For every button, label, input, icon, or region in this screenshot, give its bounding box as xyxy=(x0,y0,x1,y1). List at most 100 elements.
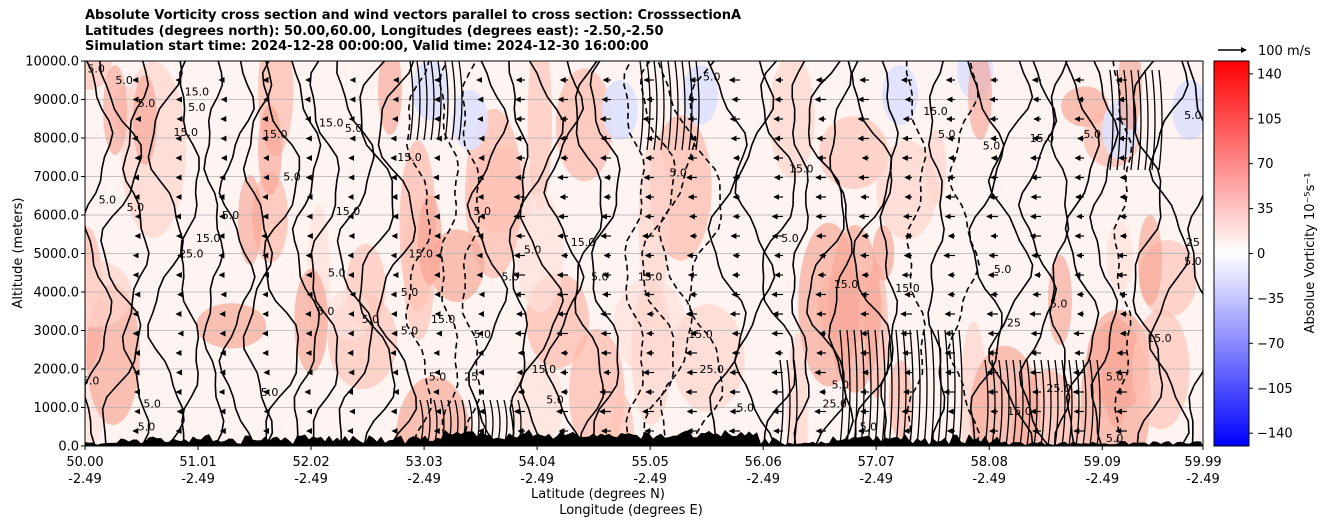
y-tick-label: 4000.0 xyxy=(34,286,80,301)
contour-label: 15.0 xyxy=(196,232,221,245)
contour-line xyxy=(1068,359,1073,446)
contour-line xyxy=(1158,69,1163,171)
y-tick-label: 5000.0 xyxy=(34,247,80,262)
y-tick-label: 7000.0 xyxy=(34,170,80,185)
x-tick-label-longitude: -2.49 xyxy=(520,472,554,487)
vorticity-patch xyxy=(196,303,267,349)
quiver-key: 100 m/s xyxy=(1218,44,1311,59)
contour-label: 5.0 xyxy=(524,244,542,257)
contour-label: 15.0 xyxy=(638,270,663,283)
contour-line xyxy=(695,61,700,151)
contour-line xyxy=(1054,359,1059,446)
contour-line xyxy=(1040,359,1045,446)
contour-label: 5.0 xyxy=(138,421,156,434)
contour-line xyxy=(416,61,421,141)
contour-label: 5.0 xyxy=(261,386,279,399)
contour-label: 5.0 xyxy=(362,313,380,326)
vorticity-patch xyxy=(252,171,289,263)
contour-label: 5.0 xyxy=(401,324,419,337)
contour-line xyxy=(1130,69,1135,171)
contour-label: 15.0 xyxy=(263,128,288,141)
contour-label: 5.0 xyxy=(328,267,346,280)
contour-label: 15.0 xyxy=(532,363,557,376)
contour-line xyxy=(336,61,375,445)
quiver-key-label: 100 m/s xyxy=(1258,44,1311,59)
contour-line xyxy=(1137,69,1142,171)
y-tick-label: 2000.0 xyxy=(34,363,80,378)
contour-line xyxy=(1017,61,1058,446)
contour-line xyxy=(1019,359,1024,446)
contour-label: 5.0 xyxy=(82,374,100,387)
contour-line xyxy=(1012,359,1017,446)
colorbar-label: Absolue Vorticity 10⁻⁵s⁻¹ xyxy=(1303,173,1318,334)
contour-label: 5.0 xyxy=(502,270,520,283)
contour-labels: 5.05.05.015.05.015.05.05.015.025.05.015.… xyxy=(82,63,1202,446)
vorticity-patch xyxy=(638,139,670,307)
y-tick-label: 6000.0 xyxy=(34,209,80,224)
colorbar-tick-label: −35 xyxy=(1257,292,1284,307)
contour-line xyxy=(779,359,784,446)
contour-line xyxy=(660,61,665,151)
contour-line xyxy=(707,61,748,446)
contour-label: 5.0 xyxy=(474,205,492,218)
contour-label: 5.0 xyxy=(781,232,799,245)
colorbar-tick-label: −105 xyxy=(1257,382,1293,397)
contour-line xyxy=(947,61,980,446)
contour-line xyxy=(888,329,893,446)
contour-line xyxy=(653,61,658,151)
vorticity-patch xyxy=(516,192,564,313)
contour-line xyxy=(358,61,396,446)
contour-line xyxy=(944,329,949,446)
contour-label: 15.0 xyxy=(319,116,344,129)
x-tick-label-longitude: -2.49 xyxy=(746,472,780,487)
contour-label: 25.0 xyxy=(699,363,724,376)
vorticity-patch xyxy=(798,222,860,387)
contour-label: 5.0 xyxy=(1184,109,1202,122)
contour-line xyxy=(309,61,340,446)
contour-line xyxy=(242,61,274,446)
contour-label: 25.0 xyxy=(1046,382,1071,395)
vorticity-patch xyxy=(1106,222,1134,292)
strong-vorticity-patch xyxy=(1118,61,1142,130)
contour-label: 5.0 xyxy=(222,209,240,222)
contour-label: 5.0 xyxy=(345,122,363,135)
contour-line xyxy=(786,359,791,446)
contour-label: 5.0 xyxy=(591,270,609,283)
contour-line xyxy=(930,329,935,446)
x-axis-label-longitude: Longitude (degrees E) xyxy=(559,503,703,518)
contour-label: 5.0 xyxy=(1106,432,1124,445)
negative-vorticity-patch xyxy=(412,61,448,120)
x-tick-label-longitude: -2.49 xyxy=(407,472,441,487)
contour-label: 25 xyxy=(464,371,478,384)
vorticity-contours xyxy=(85,61,1203,446)
x-tick-label-longitude: -2.49 xyxy=(1085,472,1119,487)
contour-line xyxy=(951,329,956,446)
contour-label: 5.0 xyxy=(127,201,145,214)
contour-line xyxy=(853,329,858,446)
contour-line xyxy=(1064,61,1101,446)
contour-label: 15.0 xyxy=(185,86,210,99)
contour-line xyxy=(923,329,928,446)
vorticity-patch xyxy=(85,61,112,90)
strong-vorticity-patch xyxy=(133,75,157,165)
contour-line xyxy=(1049,61,1071,446)
contour-line xyxy=(991,359,996,446)
contour-label: 25 xyxy=(1007,317,1021,330)
contour-line xyxy=(423,61,428,141)
contour-line xyxy=(879,61,899,446)
contour-line xyxy=(916,329,921,446)
contour-label: 5.0 xyxy=(938,128,956,141)
y-tick-label: 0.0 xyxy=(58,440,79,455)
colorbar-gradient xyxy=(1213,60,1250,447)
y-tick-label: 8000.0 xyxy=(34,132,80,147)
contour-line xyxy=(1082,359,1087,446)
colorbar-tick-label: −140 xyxy=(1257,427,1293,442)
y-axis: 0.0 1000.0 2000.0 3000.0 4000.0 5000.0 6000.0 7… xyxy=(25,55,85,455)
contour-label: 15.0 xyxy=(336,205,361,218)
contour-line xyxy=(958,329,963,446)
contour-line xyxy=(1075,359,1080,446)
contour-label: 5.0 xyxy=(994,263,1012,276)
contour-line xyxy=(623,61,646,446)
x-tick-label-latitude: 55.05 xyxy=(632,455,669,470)
contour-label: 5.0 xyxy=(401,286,419,299)
